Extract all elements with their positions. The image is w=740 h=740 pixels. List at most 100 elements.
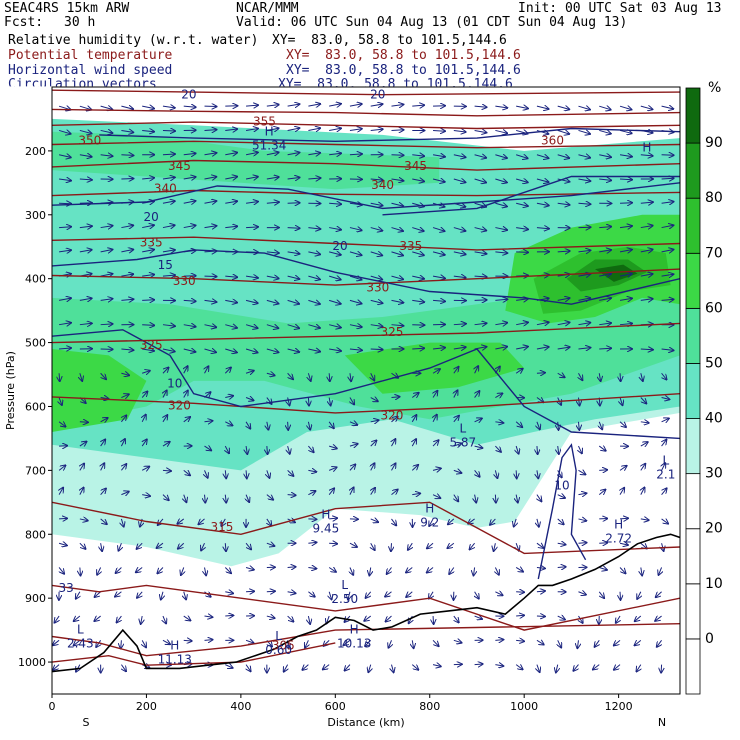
x-tick-label-800: 800 xyxy=(419,700,440,713)
wind-vector-290 xyxy=(474,323,487,324)
wind-vector-613 xyxy=(329,591,331,600)
wind-vector-497 xyxy=(412,493,420,494)
wind-vector-677 xyxy=(412,640,413,648)
wind-vector-113 xyxy=(536,179,549,182)
init-time: Init: 00 UTC Sat 03 Aug 13 xyxy=(518,1,722,16)
wind-vector-21 xyxy=(495,106,507,108)
wind-vector-379 xyxy=(454,390,458,398)
wind-vector-510 xyxy=(59,518,67,519)
wind-vector-684 xyxy=(558,640,561,647)
wind-vector-71 xyxy=(287,153,300,155)
wind-vector-332 xyxy=(100,372,106,379)
y-tick-label-900: 900 xyxy=(25,592,46,605)
wind-vector-323 xyxy=(536,347,549,349)
wind-vector-658 xyxy=(635,615,642,621)
wind-vector-319 xyxy=(453,347,466,349)
wind-vector-488 xyxy=(225,494,226,503)
wind-vector-111 xyxy=(495,179,506,182)
wind-vector-356 xyxy=(599,373,600,381)
wind-vector-630 xyxy=(55,615,60,623)
wind-vector-506 xyxy=(598,490,605,495)
wind-vector-261 xyxy=(495,299,507,300)
wind-vector-404 xyxy=(349,422,357,425)
wind-vector-69 xyxy=(245,152,258,154)
wind-vector-629 xyxy=(656,591,662,597)
wind-label-0: 20 xyxy=(144,210,159,224)
wind-vector-518 xyxy=(221,518,225,526)
wind-vector-378 xyxy=(433,391,437,398)
wind-vector-602 xyxy=(95,591,101,597)
theta-label-5: 340 xyxy=(154,181,177,195)
wind-vector-486 xyxy=(184,494,187,503)
extremum-type-8: H xyxy=(350,623,359,637)
wind-vector-690 xyxy=(53,664,60,670)
wind-vector-605 xyxy=(161,591,163,600)
wind-vector-548 xyxy=(225,543,226,551)
wind-vector-78 xyxy=(432,155,445,157)
wind-vector-152 xyxy=(100,226,113,228)
wind-vector-163 xyxy=(329,228,341,230)
wind-vector-376 xyxy=(391,397,399,398)
wind-vector-434 xyxy=(349,444,358,446)
wind-vector-490 xyxy=(266,495,273,500)
theta-label-6: 340 xyxy=(371,178,394,192)
wind-vector-129 xyxy=(245,202,258,204)
wind-vector-310 xyxy=(266,349,279,352)
wind-vector-410 xyxy=(474,418,482,421)
y-tick-label-400: 400 xyxy=(25,273,46,286)
theta-label-13: 320 xyxy=(168,399,191,413)
wind-vector-279 xyxy=(245,325,258,328)
wind-vector-77 xyxy=(412,155,424,156)
wind-vector-523 xyxy=(329,518,337,519)
wind-vector-144 xyxy=(557,203,570,205)
wind-vector-422 xyxy=(101,440,106,447)
wind-vector-659 xyxy=(655,616,662,621)
wind-vector-13 xyxy=(329,104,341,106)
wind-vector-200 xyxy=(474,252,487,254)
extremum-value-10: 0.60 xyxy=(265,643,292,657)
wind-vector-84 xyxy=(557,155,569,158)
wind-vector-596 xyxy=(599,567,607,569)
wind-vector-179 xyxy=(661,225,674,227)
wind-vector-437 xyxy=(412,439,416,447)
wind-vector-507 xyxy=(620,488,624,495)
wind-vector-363 xyxy=(121,394,128,397)
wind-vector-503 xyxy=(537,494,541,502)
extremum-type-3: L xyxy=(662,453,669,467)
wind-vector-329 xyxy=(661,349,674,350)
wind-vector-214 xyxy=(142,275,154,277)
wind-vector-479 xyxy=(662,463,666,471)
wind-vector-258 xyxy=(433,300,445,301)
wind-vector-134 xyxy=(349,203,362,205)
wind-vector-277 xyxy=(204,325,217,328)
wind-vector-449 xyxy=(662,440,667,447)
wind-vector-476 xyxy=(599,470,607,471)
plot-frame xyxy=(51,86,681,695)
field-label-vectors: Circulation vectors xyxy=(8,77,157,92)
wind-label-2: 15 xyxy=(158,258,173,272)
wind-vector-91 xyxy=(79,179,92,180)
wind-vector-398 xyxy=(225,422,232,426)
wind-vector-665 xyxy=(162,640,170,644)
colorbar-tick-90: 90 xyxy=(705,135,723,151)
wind-vector-473 xyxy=(537,470,538,478)
wind-vector-40 xyxy=(266,128,279,130)
wind-vector-418 xyxy=(640,422,649,423)
wind-vector-612 xyxy=(308,592,314,597)
wind-vector-487 xyxy=(205,494,206,503)
wind-vector-372 xyxy=(308,397,309,406)
y-tick-label-300: 300 xyxy=(25,209,46,222)
wind-vector-611 xyxy=(287,592,296,594)
wind-vector-102 xyxy=(308,178,320,179)
wind-vector-550 xyxy=(266,543,275,546)
wind-vector-294 xyxy=(557,322,570,324)
wind-vector-529 xyxy=(448,518,455,524)
wind-vector-574 xyxy=(136,567,143,572)
wind-vector-143 xyxy=(536,203,549,205)
wind-vector-576 xyxy=(181,567,184,575)
wind-vector-681 xyxy=(495,640,503,641)
wind-vector-556 xyxy=(391,543,392,551)
wind-vector-546 xyxy=(178,542,185,548)
wind-vector-93 xyxy=(121,179,133,180)
